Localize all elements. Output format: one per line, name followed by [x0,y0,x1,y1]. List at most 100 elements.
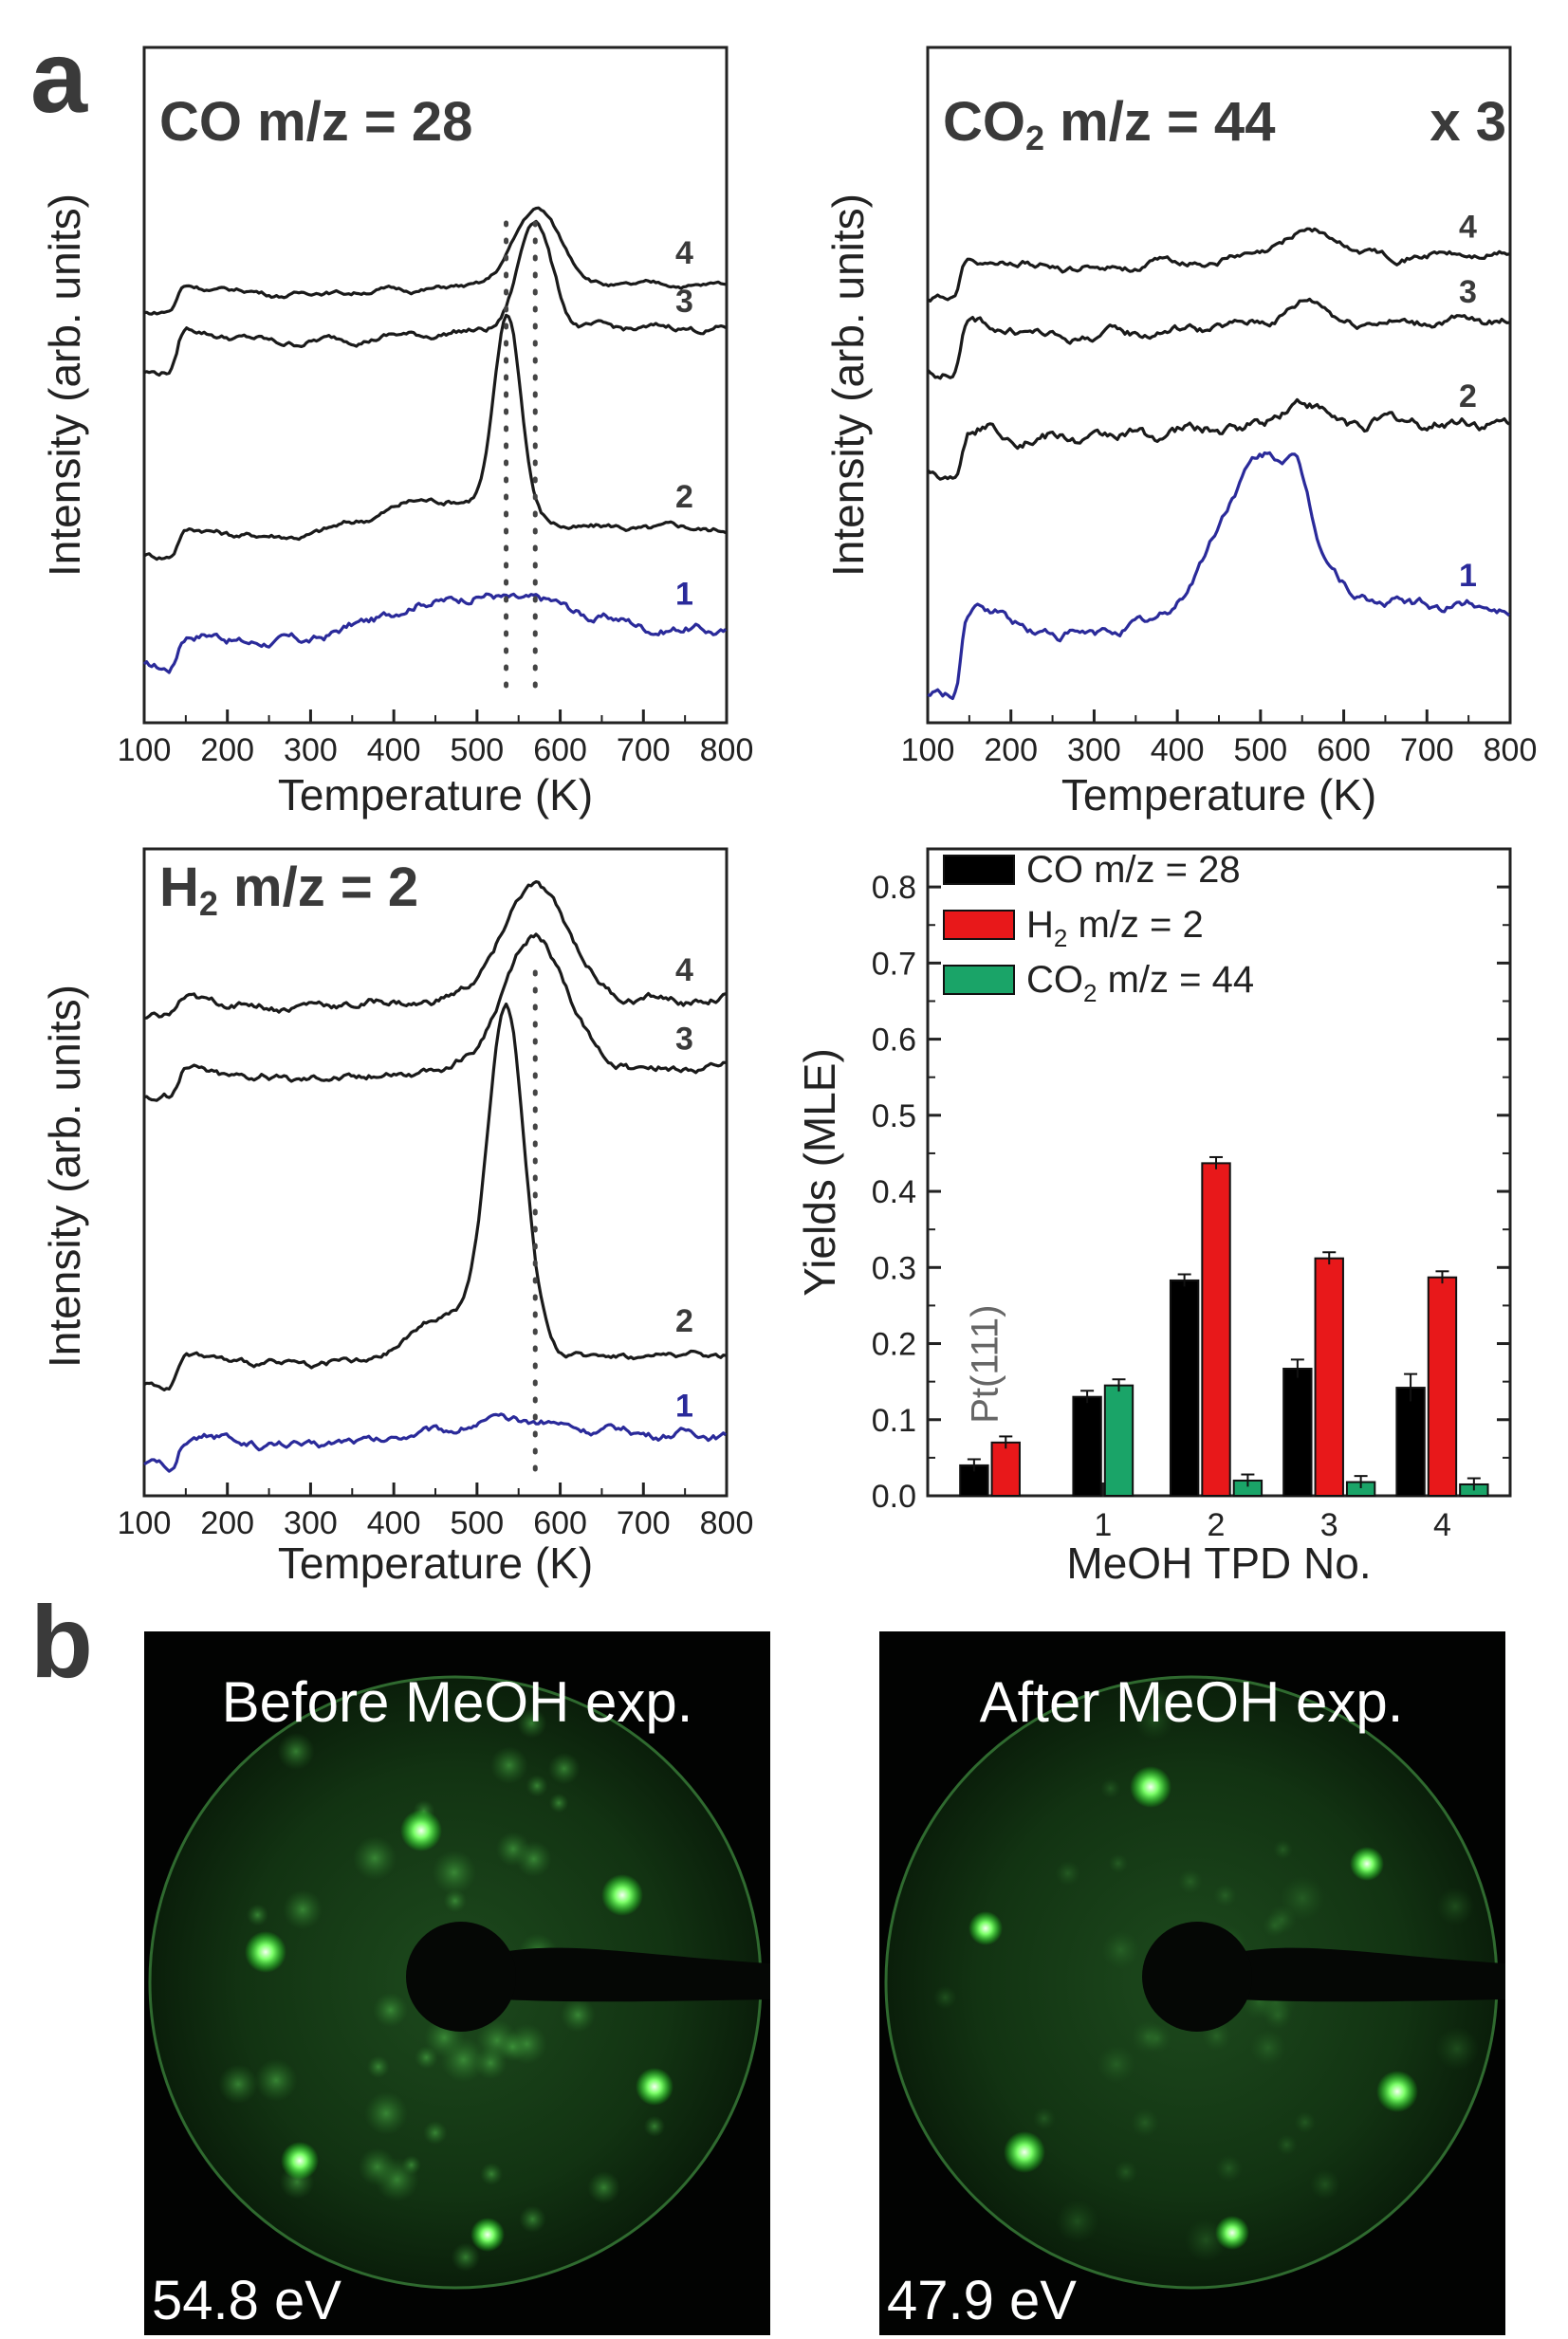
leed-before-bright-spot [636,2068,673,2106]
yields-x-tick-label-pt111: Pt(111) [965,1305,1006,1424]
co-y-axis-label: Intensity (arb. units) [40,193,89,577]
leed-before-bright-spot [281,2142,319,2180]
yields-y-tick-label: 0.4 [872,1174,916,1210]
co2-x-ticks: 100 200 300 400 500 600 700 800 [901,709,1538,768]
panel-label-a: a [30,19,88,134]
co2-x-tick-label: 800 [1484,732,1538,768]
yields-bar-3-1 [1314,1257,1344,1498]
leed-before-faint-spot [353,1835,397,1881]
leed-before-bright-spot [245,1931,286,1973]
yields-legend-label-0: CO m/z = 28 [1026,849,1241,891]
yields-y-tick-label: 0.6 [872,1022,916,1059]
h2-x-axis-label: Temperature (K) [278,1538,593,1588]
h2-x-tick-label: 700 [617,1505,671,1541]
h2-x-tick-label: 300 [284,1505,338,1541]
leed-before-faint-spot [516,1708,547,1739]
leed-after-faint-spot [1273,1839,1293,1860]
h2-series-line-4 [143,879,727,1020]
co2-series-line-1 [927,451,1511,701]
leed-after-faint-spot [1309,2169,1340,2201]
leed-after-faint-spot [1213,1884,1237,1907]
leed-before-bright-spot [601,1874,643,1916]
yields-bar-1-2 [1103,1384,1134,1497]
h2-series-label-3: 3 [675,1021,693,1057]
leed-after-faint-spot [1108,1853,1129,1873]
co-series-line-2 [143,313,727,562]
leed-before-faint-spot [547,1752,581,1785]
leed-after-faint-spot [1114,2160,1138,2184]
co2-series-line-2 [926,397,1511,481]
leed-before-faint-spot [519,2205,546,2234]
yields-y-tick-label: 0.3 [872,1250,916,1286]
yields-y-axis-label: Yields (MLE) [795,1048,844,1297]
co-x-axis-label: Temperature (K) [278,770,593,820]
co-x-tick-label: 200 [200,732,254,768]
leed-before-faint-spot [548,1793,569,1814]
leed-before-electron-gun-shadow [406,1922,516,2032]
leed-before-bright-spot [400,1810,442,1851]
leed-after-electron-gun-shadow [1142,1922,1252,2032]
co2-x-tick-label: 600 [1317,732,1371,768]
leed-before-faint-spot [643,2115,666,2137]
co2-series-line-4 [927,227,1510,303]
h2-y-axis-label: Intensity (arb. units) [40,985,89,1368]
leed-after-faint-spot [1276,2134,1298,2156]
co-series-label-4: 4 [675,235,693,271]
leed-before-faint-spot [497,2032,528,2062]
yields-bars [959,1155,1489,1498]
co-x-tick-label: 100 [118,732,172,768]
leed-after-faint-spot [1131,2020,1165,2054]
leed-after-faint-spot [1294,2111,1317,2134]
leed-before-faint-spot [373,1992,409,2028]
yields-bar-2-1 [1201,1162,1231,1497]
yields-bar-pt111-1 [990,1441,1021,1498]
co-x-tick-label: 600 [533,732,587,768]
h2-series-line-1 [143,1412,728,1473]
leed-after-faint-spot [1131,2108,1160,2137]
leed-after-faint-spot [1100,1777,1121,1799]
co-tpd-chart: CO m/z = 28 100 200 300 400 500 600 700 800 1 2 3… [40,46,753,820]
leed-before-faint-spot [423,2120,448,2146]
yields-legend-swatch-1 [943,910,1015,940]
h2-x-tick-label: 400 [367,1505,421,1541]
co2-multiplier: x 3 [1430,91,1506,153]
yields-bar-chart: 0.0 0.1 0.2 0.3 0.4 0.5 0.6 0.7 0.8 Pt(111) 1 2 3 4 C… [795,847,1512,1588]
leed-after-faint-spot [1266,1905,1297,1935]
yields-y-tick-label: 0.5 [872,1098,916,1134]
yields-legend-swatch-2 [943,965,1015,995]
leed-before-faint-spot [254,2058,298,2102]
leed-before-faint-spot [364,2091,408,2135]
yields-y-tick-label: 0.0 [872,1479,916,1515]
co2-series-label-4: 4 [1459,209,1477,245]
leed-before-faint-spot [415,2046,438,2070]
leed-after-faint-spot [1177,1869,1203,1894]
co2-x-tick-label: 300 [1067,732,1121,768]
yields-legend-label-2: CO2 m/z = 44 [1026,959,1254,1007]
leed-after-faint-spot [1215,2154,1243,2182]
co-x-tick-label: 400 [367,732,421,768]
h2-x-tick-label: 800 [700,1505,754,1541]
leed-after-bright-spot [1350,1847,1384,1881]
yields-y-tick-label: 0.2 [872,1327,916,1363]
co2-series-label-3: 3 [1459,274,1477,310]
leed-before-faint-spot [473,2046,507,2080]
yields-x-tick-label: 1 [1094,1507,1112,1543]
co2-x-tick-label: 100 [901,732,955,768]
leed-after-bright-spot [1004,2131,1045,2173]
co2-x-tick-label: 200 [984,732,1038,768]
co2-series-label-2: 2 [1459,378,1477,414]
leed-after-faint-spot [1055,1860,1081,1887]
leed-after-faint-spot [1435,2027,1480,2071]
yields-legend-swatch-0 [943,855,1015,885]
co-x-tick-label: 700 [617,732,671,768]
yields-x-axis-label: MeOH TPD No. [1066,1538,1371,1588]
leed-after-bright-spot [1130,1766,1171,1808]
leed-before-faint-spot [443,1888,467,1913]
leed-before-faint-spot [218,2064,259,2105]
h2-x-tick-label: 200 [200,1505,254,1541]
leed-after-energy: 47.9 eV [887,2270,1077,2331]
leed-before-faint-spot [366,2055,390,2079]
yields-x-tick-label: 4 [1433,1507,1451,1543]
co2-y-axis-label: Intensity (arb. units) [823,193,873,577]
